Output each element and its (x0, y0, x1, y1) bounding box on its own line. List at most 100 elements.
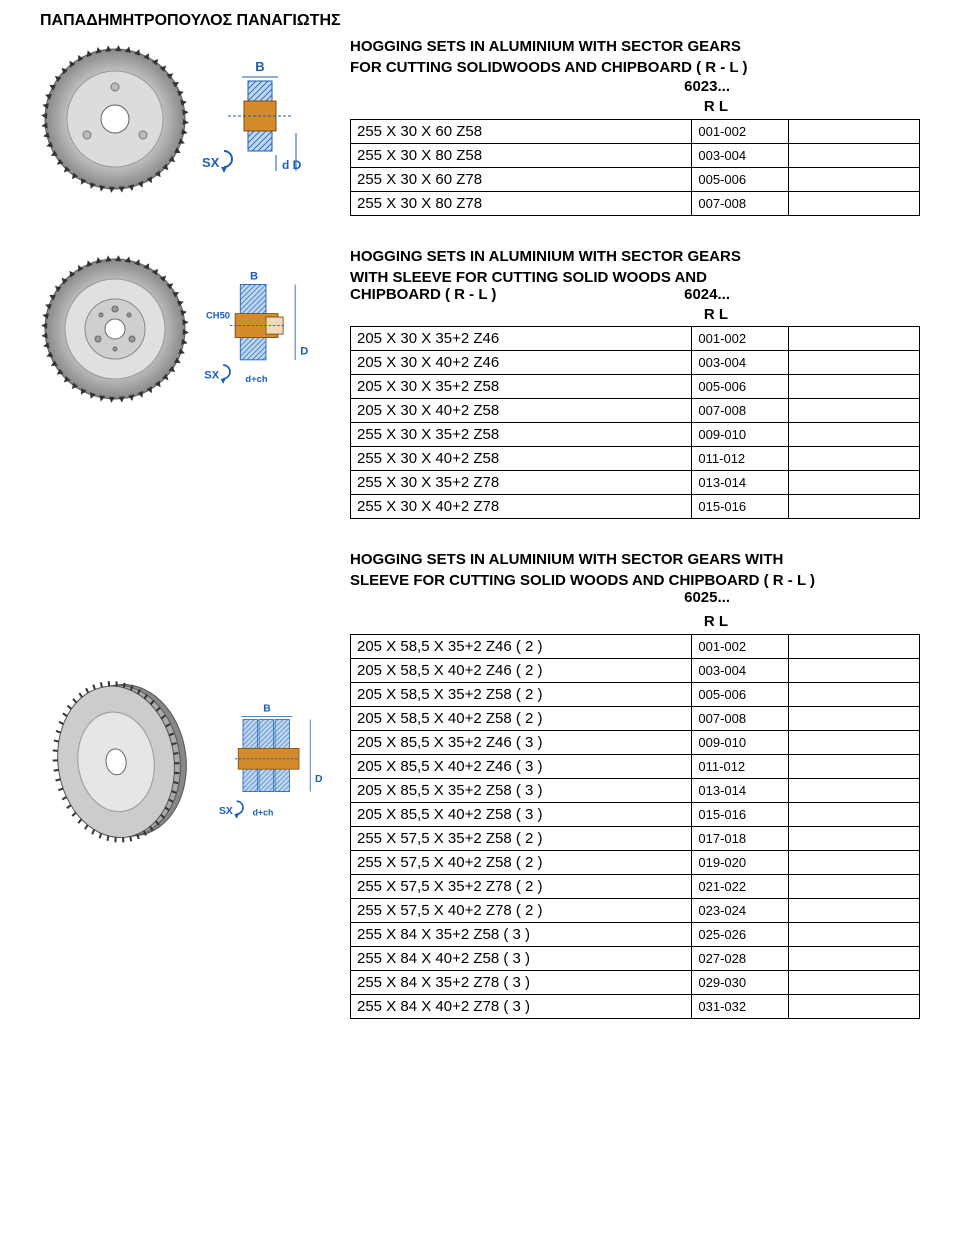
spec-cell: 205 X 58,5 X 35+2 Z46 ( 2 ) (351, 634, 692, 658)
code-cell: 003-004 (692, 351, 789, 375)
svg-text:d+ch: d+ch (245, 373, 267, 384)
table-row: 205 X 30 X 35+2 Z46001-002 (351, 327, 920, 351)
code-cell: 003-004 (692, 658, 789, 682)
code-cell: 021-022 (692, 874, 789, 898)
table-6025: R L 205 X 58,5 X 35+2 Z46 ( 2 )001-00220… (350, 610, 920, 1019)
empty-cell (789, 119, 920, 143)
table-row: 255 X 84 X 40+2 Z78 ( 3 )031-032 (351, 994, 920, 1018)
code-cell: 007-008 (692, 191, 789, 215)
svg-text:D: D (300, 345, 308, 357)
section-6023: B SX d D (40, 36, 920, 216)
section3-subtitle: SLEEVE FOR CUTTING SOLID WOODS AND CHIPB… (350, 572, 920, 589)
empty-cell (789, 826, 920, 850)
table-row: 205 X 58,5 X 40+2 Z58 ( 2 )007-008 (351, 706, 920, 730)
table-row: 255 X 30 X 80 Z78007-008 (351, 191, 920, 215)
images-col-2: B CH50 SX d+ch D (40, 246, 350, 404)
section2-code: 6024... (684, 286, 730, 303)
content-col-2: HOGGING SETS IN ALUMINIUM WITH SECTOR GE… (350, 246, 920, 520)
table-row: 255 X 30 X 40+2 Z78015-016 (351, 495, 920, 519)
table-row: 205 X 85,5 X 35+2 Z46 ( 3 )009-010 (351, 730, 920, 754)
spec-cell: 255 X 57,5 X 35+2 Z58 ( 2 ) (351, 826, 692, 850)
spec-cell: 205 X 58,5 X 40+2 Z46 ( 2 ) (351, 658, 692, 682)
table-row: 205 X 85,5 X 40+2 Z58 ( 3 )015-016 (351, 802, 920, 826)
spec-cell: 255 X 30 X 80 Z58 (351, 143, 692, 167)
spec-cell: 205 X 85,5 X 35+2 Z58 ( 3 ) (351, 778, 692, 802)
svg-text:SX: SX (219, 806, 233, 817)
empty-cell (789, 447, 920, 471)
empty-cell (789, 754, 920, 778)
table-6024: R L 205 X 30 X 35+2 Z46001-002205 X 30 X… (350, 303, 920, 520)
spec-cell: 255 X 30 X 35+2 Z58 (351, 423, 692, 447)
empty-cell (789, 994, 920, 1018)
table-row: 255 X 30 X 35+2 Z58009-010 (351, 423, 920, 447)
rl-header-2: R L (692, 303, 789, 327)
code-cell: 005-006 (692, 167, 789, 191)
spec-cell: 255 X 84 X 35+2 Z58 ( 3 ) (351, 922, 692, 946)
code-cell: 009-010 (692, 423, 789, 447)
table-row: 205 X 30 X 40+2 Z46003-004 (351, 351, 920, 375)
rl-header-1: R L (692, 95, 789, 119)
table-row: 255 X 84 X 40+2 Z58 ( 3 )027-028 (351, 946, 920, 970)
rl-header-3: R L (692, 610, 789, 634)
spec-cell: 255 X 30 X 60 Z58 (351, 119, 692, 143)
empty-cell (789, 658, 920, 682)
code-cell: 013-014 (692, 471, 789, 495)
section2-subtitle2: CHIPBOARD ( R - L ) (350, 286, 496, 303)
code-cell: 025-026 (692, 922, 789, 946)
spec-cell: 255 X 84 X 35+2 Z78 ( 3 ) (351, 970, 692, 994)
section1-subtitle: FOR CUTTING SOLIDWOODS AND CHIPBOARD ( R… (350, 59, 920, 76)
empty-cell (789, 946, 920, 970)
cross-section-sleeve-diagram-icon: B CH50 SX d+ch D (200, 269, 320, 389)
empty-cell (789, 970, 920, 994)
empty-cell (789, 167, 920, 191)
code-cell: 011-012 (692, 754, 789, 778)
empty-cell (789, 143, 920, 167)
code-cell: 023-024 (692, 898, 789, 922)
images-col-3: B SX d+ch D (40, 549, 350, 844)
spec-cell: 205 X 30 X 35+2 Z46 (351, 327, 692, 351)
code-cell: 015-016 (692, 802, 789, 826)
svg-text:CH50: CH50 (206, 309, 230, 320)
multi-saw-blade-icon (40, 679, 205, 844)
table-6023: R L 255 X 30 X 60 Z58001-002255 X 30 X 8… (350, 95, 920, 216)
empty-cell (789, 375, 920, 399)
code-cell: 029-030 (692, 970, 789, 994)
code-cell: 001-002 (692, 634, 789, 658)
spec-cell: 205 X 85,5 X 35+2 Z46 ( 3 ) (351, 730, 692, 754)
empty-cell (789, 351, 920, 375)
spec-cell: 255 X 57,5 X 35+2 Z78 ( 2 ) (351, 874, 692, 898)
code-cell: 019-020 (692, 850, 789, 874)
empty-cell (789, 730, 920, 754)
table-row: 255 X 57,5 X 40+2 Z78 ( 2 )023-024 (351, 898, 920, 922)
table-row: 255 X 84 X 35+2 Z58 ( 3 )025-026 (351, 922, 920, 946)
code-cell: 015-016 (692, 495, 789, 519)
section2-title: HOGGING SETS IN ALUMINIUM WITH SECTOR GE… (350, 246, 920, 267)
spec-cell: 205 X 58,5 X 40+2 Z58 ( 2 ) (351, 706, 692, 730)
empty-cell (789, 898, 920, 922)
code-cell: 005-006 (692, 375, 789, 399)
svg-text:SX: SX (202, 155, 220, 170)
spec-cell: 205 X 85,5 X 40+2 Z46 ( 3 ) (351, 754, 692, 778)
svg-text:d D: d D (282, 158, 302, 172)
code-cell: 011-012 (692, 447, 789, 471)
spec-cell: 255 X 84 X 40+2 Z58 ( 3 ) (351, 946, 692, 970)
empty-cell (789, 922, 920, 946)
table-row: 255 X 57,5 X 35+2 Z58 ( 2 )017-018 (351, 826, 920, 850)
code-cell: 003-004 (692, 143, 789, 167)
empty-cell (789, 706, 920, 730)
spec-cell: 205 X 58,5 X 35+2 Z58 ( 2 ) (351, 682, 692, 706)
table-row: 255 X 84 X 35+2 Z78 ( 3 )029-030 (351, 970, 920, 994)
code-cell: 001-002 (692, 327, 789, 351)
svg-text:SX: SX (204, 369, 219, 381)
spec-cell: 255 X 30 X 35+2 Z78 (351, 471, 692, 495)
spec-cell: 205 X 30 X 40+2 Z46 (351, 351, 692, 375)
content-col-3: HOGGING SETS IN ALUMINIUM WITH SECTOR GE… (350, 549, 920, 1019)
spec-cell: 255 X 57,5 X 40+2 Z58 ( 2 ) (351, 850, 692, 874)
section-6025: B SX d+ch D HOGGING SETS IN ALUMIN (40, 549, 920, 1019)
empty-cell (789, 874, 920, 898)
code-cell: 031-032 (692, 994, 789, 1018)
code-cell: 005-006 (692, 682, 789, 706)
spec-cell: 255 X 30 X 80 Z78 (351, 191, 692, 215)
section1-title: HOGGING SETS IN ALUMINIUM WITH SECTOR GE… (350, 36, 920, 57)
code-cell: 007-008 (692, 706, 789, 730)
